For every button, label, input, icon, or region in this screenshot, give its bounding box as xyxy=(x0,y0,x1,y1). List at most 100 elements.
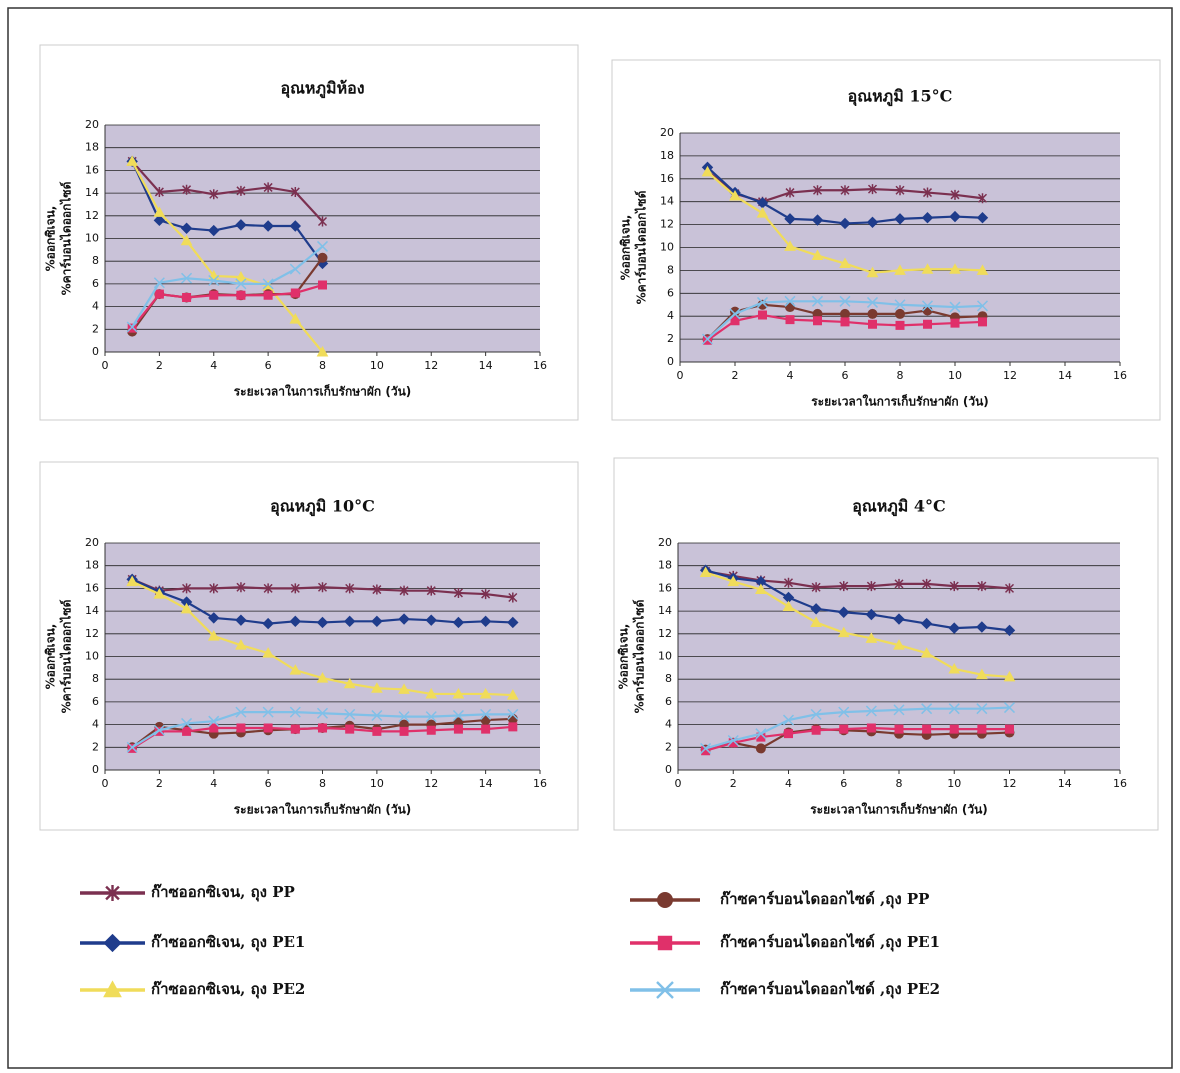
marker xyxy=(482,725,490,733)
y-tick-label: 12 xyxy=(658,627,672,640)
y-axis-label: %ออกซิเจน, xyxy=(44,206,58,272)
x-tick-label: 12 xyxy=(424,359,438,372)
y-tick-label: 0 xyxy=(92,763,99,776)
marker xyxy=(869,320,877,328)
y-tick-label: 12 xyxy=(85,627,99,640)
x-tick-label: 2 xyxy=(732,369,739,382)
x-tick-label: 8 xyxy=(897,369,904,382)
marker xyxy=(868,309,877,318)
y-axis-label: %คาร์บอนไดออกไซด์ xyxy=(634,190,649,304)
y-axis-label: %ออกซิเจน, xyxy=(619,215,633,281)
y-tick-label: 12 xyxy=(660,218,674,231)
x-tick-label: 14 xyxy=(1058,777,1072,790)
y-tick-label: 6 xyxy=(92,277,99,290)
marker xyxy=(756,744,765,753)
y-tick-label: 16 xyxy=(85,163,99,176)
x-tick-label: 0 xyxy=(677,369,684,382)
x-tick-label: 4 xyxy=(785,777,792,790)
x-tick-label: 8 xyxy=(319,777,326,790)
x-tick-label: 12 xyxy=(1003,369,1017,382)
marker xyxy=(346,725,354,733)
x-tick-label: 0 xyxy=(675,777,682,790)
y-tick-label: 8 xyxy=(92,672,99,685)
marker xyxy=(291,289,299,297)
marker xyxy=(237,724,245,732)
y-tick-label: 16 xyxy=(658,581,672,594)
marker xyxy=(155,290,163,298)
x-tick-label: 12 xyxy=(424,777,438,790)
x-axis-label: ระยะเวลาในการเก็บรักษาผัก (วัน) xyxy=(811,394,989,409)
marker xyxy=(291,725,299,733)
marker xyxy=(731,317,739,325)
y-tick-label: 20 xyxy=(85,118,99,131)
y-tick-label: 6 xyxy=(92,695,99,708)
y-tick-label: 4 xyxy=(665,718,672,731)
marker xyxy=(508,714,517,723)
x-tick-label: 2 xyxy=(156,359,163,372)
x-tick-label: 2 xyxy=(730,777,737,790)
marker xyxy=(264,724,272,732)
marker xyxy=(786,316,794,324)
y-tick-label: 10 xyxy=(85,650,99,663)
marker xyxy=(658,893,672,907)
x-tick-label: 4 xyxy=(210,359,217,372)
marker xyxy=(812,726,820,734)
marker xyxy=(1006,725,1014,733)
y-axis-label: %ออกซิเจน, xyxy=(44,624,58,690)
y-tick-label: 18 xyxy=(85,559,99,572)
x-tick-label: 16 xyxy=(533,777,547,790)
y-tick-label: 2 xyxy=(665,740,672,753)
x-tick-label: 16 xyxy=(533,359,547,372)
y-tick-label: 14 xyxy=(85,186,99,199)
x-axis-label: ระยะเวลาในการเก็บรักษาผัก (วัน) xyxy=(810,802,988,817)
y-tick-label: 10 xyxy=(658,650,672,663)
y-tick-label: 14 xyxy=(660,195,674,208)
x-tick-label: 8 xyxy=(896,777,903,790)
marker xyxy=(210,291,218,299)
x-tick-label: 16 xyxy=(1113,369,1127,382)
y-tick-label: 8 xyxy=(667,263,674,276)
y-tick-label: 12 xyxy=(85,209,99,222)
marker xyxy=(923,306,932,315)
marker xyxy=(210,724,218,732)
chart-title: อุณหภูมิห้อง xyxy=(280,79,364,100)
legend-label: ก๊าซคาร์บอนไดออกไซด์ ,ถุง PE1 xyxy=(720,932,940,952)
y-axis-label: %คาร์บอนไดออกไซด์ xyxy=(59,599,74,713)
x-tick-label: 14 xyxy=(479,777,493,790)
marker xyxy=(896,309,905,318)
y-tick-label: 10 xyxy=(660,241,674,254)
y-tick-label: 10 xyxy=(85,232,99,245)
marker xyxy=(105,935,121,951)
y-tick-label: 20 xyxy=(85,536,99,549)
y-tick-label: 14 xyxy=(658,604,672,617)
y-tick-label: 6 xyxy=(667,286,674,299)
y-tick-label: 0 xyxy=(667,355,674,368)
y-tick-label: 4 xyxy=(92,300,99,313)
y-tick-label: 8 xyxy=(665,672,672,685)
marker xyxy=(183,294,191,302)
x-tick-label: 4 xyxy=(787,369,794,382)
chart-title: อุณหภูมิ 10°C xyxy=(270,497,375,518)
marker xyxy=(237,291,245,299)
legend-label: ก๊าซคาร์บอนไดออกไซด์ ,ถุง PE2 xyxy=(720,979,940,999)
marker xyxy=(895,725,903,733)
x-tick-label: 12 xyxy=(1003,777,1017,790)
marker xyxy=(950,725,958,733)
marker xyxy=(951,319,959,327)
marker xyxy=(454,725,462,733)
x-tick-label: 2 xyxy=(156,777,163,790)
marker xyxy=(319,281,327,289)
y-tick-label: 8 xyxy=(92,254,99,267)
x-tick-label: 6 xyxy=(840,777,847,790)
x-tick-label: 16 xyxy=(1113,777,1127,790)
chart-title: อุณหภูมิ 4°C xyxy=(852,497,946,518)
x-tick-label: 6 xyxy=(265,777,272,790)
y-tick-label: 2 xyxy=(667,332,674,345)
y-tick-label: 20 xyxy=(658,536,672,549)
x-tick-label: 10 xyxy=(948,369,962,382)
marker xyxy=(264,291,272,299)
y-tick-label: 4 xyxy=(92,718,99,731)
marker xyxy=(427,726,435,734)
marker xyxy=(978,725,986,733)
marker xyxy=(319,724,327,732)
